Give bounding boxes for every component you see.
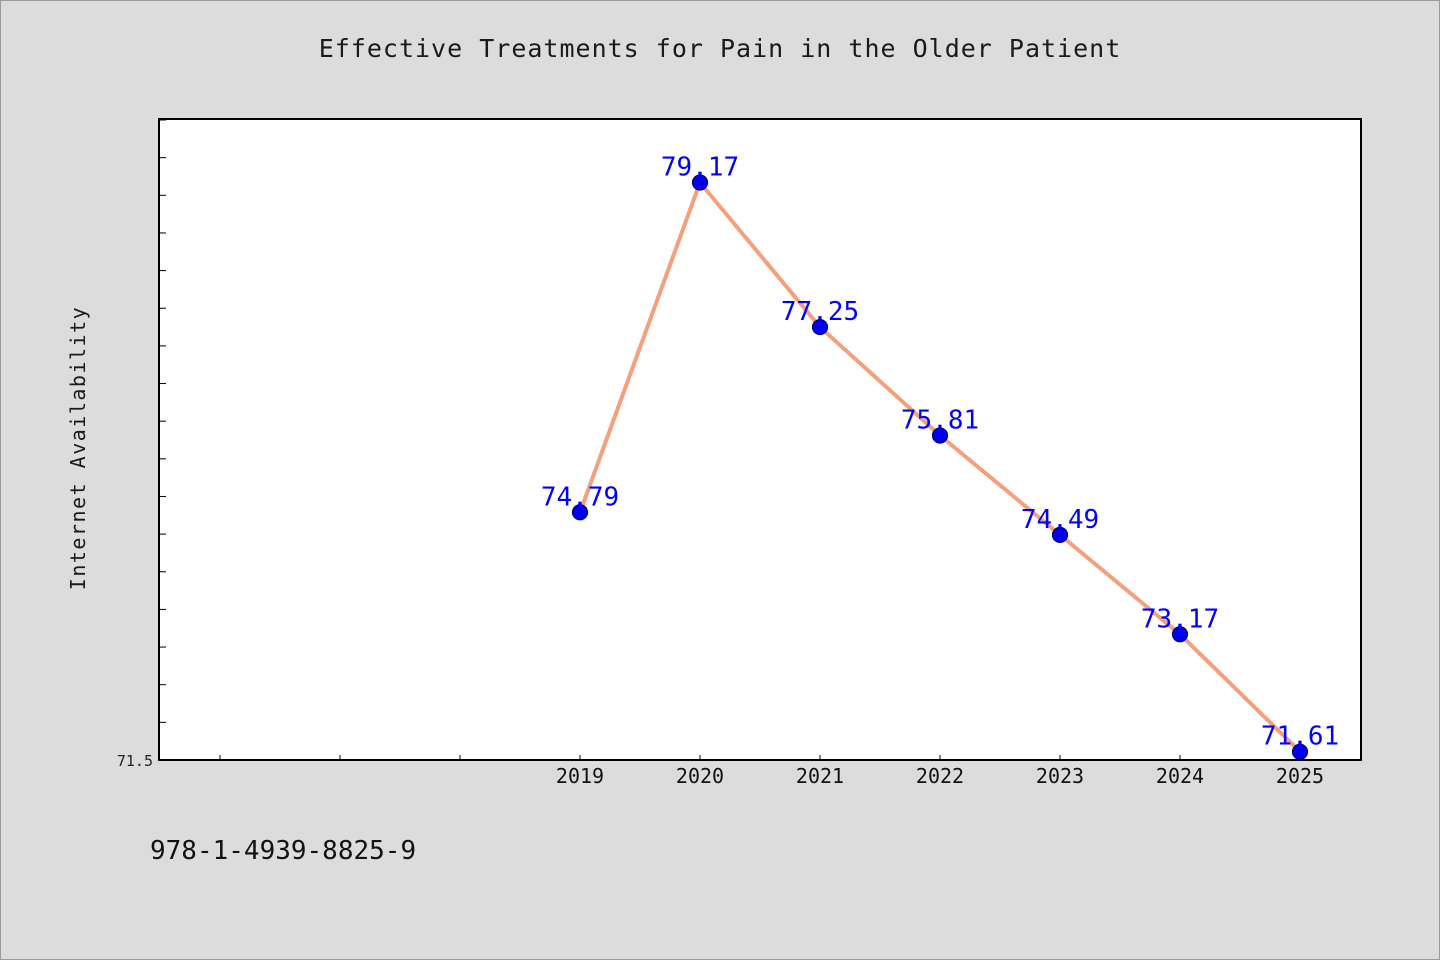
data-point <box>1051 526 1069 543</box>
data-point <box>811 318 829 336</box>
data-point <box>1291 743 1309 760</box>
x-tick-label: 2023 <box>1036 764 1084 788</box>
y-axis-ticks: 71.5 <box>117 119 166 770</box>
x-tick-label: 2024 <box>1156 764 1204 788</box>
data-point <box>691 174 709 191</box>
data-point <box>571 504 589 521</box>
data-label: 74.49 <box>1021 505 1099 535</box>
y-tick-label: 71.5 <box>117 752 153 770</box>
isbn-text: 978-1-4939-8825-9 <box>150 836 417 866</box>
x-tick-label: 2019 <box>556 764 604 788</box>
series-markers <box>571 174 1309 760</box>
data-label: 79.17 <box>661 152 739 182</box>
x-axis-ticks: 2019 2020 2021 2022 2023 2024 2025 <box>219 755 1324 788</box>
chart-title: Effective Treatments for Pain in the Old… <box>318 34 1122 63</box>
data-label: 74.79 <box>541 482 619 512</box>
plot-area <box>158 118 1362 761</box>
data-point <box>931 427 949 444</box>
x-tick-label: 2020 <box>676 764 724 788</box>
data-label: 73.17 <box>1141 604 1219 634</box>
data-labels: 74.79 79.17 77.25 75.81 74.49 73.17 71.61 <box>541 152 1339 751</box>
data-label: 77.25 <box>781 297 859 327</box>
data-point <box>1171 626 1189 643</box>
x-tick-label: 2025 <box>1276 764 1324 788</box>
x-tick-label: 2022 <box>916 764 964 788</box>
data-label: 71.61 <box>1261 722 1339 752</box>
x-tick-label: 2021 <box>796 764 844 788</box>
data-label: 75.81 <box>901 405 979 435</box>
